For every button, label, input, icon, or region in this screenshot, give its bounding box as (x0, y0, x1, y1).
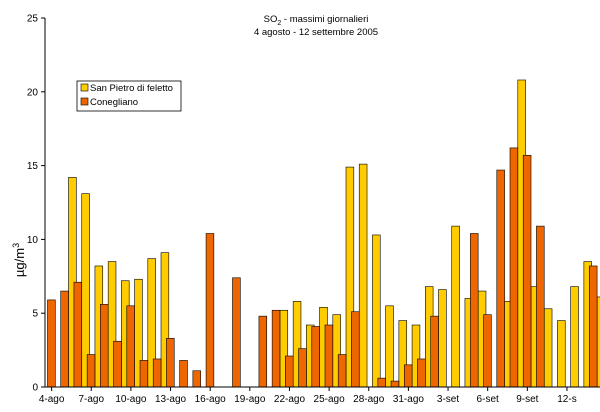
bar-conegliano-29 (430, 315, 439, 388)
bar-conegliano-12 (205, 233, 215, 388)
bar-san-pietro-38 (557, 320, 566, 388)
bar-conegliano-22 (337, 354, 347, 388)
bar-san-pietro-25 (385, 305, 394, 388)
bar-san-pietro-29 (438, 289, 447, 388)
x-tick-label-0: 4-ago (39, 394, 65, 405)
legend-label-san-pietro: San Pietro di feletto (90, 83, 173, 94)
x-tick-label-12: 9-set (516, 394, 538, 405)
bar-san-pietro-23 (358, 163, 368, 388)
bar-conegliano-4 (100, 304, 109, 388)
bar-conegliano-27 (403, 364, 413, 388)
x-tick-label-9: 31-ago (393, 394, 425, 405)
bars-group (47, 79, 600, 388)
x-tick-label-6: 22-ago (274, 394, 306, 405)
bar-conegliano-25 (377, 377, 386, 388)
bar-conegliano-28 (417, 358, 426, 388)
axes-group (44, 18, 600, 388)
bar-conegliano-34 (496, 169, 505, 388)
y-tick-label-5: 5 (32, 309, 38, 320)
y-tick-label-10: 10 (27, 235, 39, 246)
legend-swatch-conegliano (80, 97, 89, 106)
x-tick-label-5: 19-ago (234, 394, 266, 405)
y-tick-label-0: 0 (32, 383, 38, 394)
chart-title-line1: SO2 - massimi giornalieri (264, 14, 369, 27)
bar-conegliano-0 (47, 299, 56, 388)
bar-conegliano-23 (351, 311, 360, 388)
bar-conegliano-16 (258, 315, 268, 388)
bar-conegliano-11 (192, 370, 201, 388)
chart-title-line2: 4 agosto - 12 settembre 2005 (254, 27, 378, 38)
bar-conegliano-18 (285, 355, 294, 388)
bar-conegliano-10 (179, 360, 188, 388)
bar-conegliano-20 (311, 326, 320, 388)
bar-conegliano-36 (522, 154, 532, 388)
ticks-group: 0 5 10 15 20 25 4-ago 7-ago 10-ago 13-ago 16-ago 19… (27, 14, 577, 406)
bar-conegliano-14 (232, 277, 241, 388)
x-tick-label-3: 13-ago (155, 394, 187, 405)
legend-label-conegliano: Conegliano (90, 97, 138, 108)
bar-san-pietro-39 (570, 286, 579, 388)
bar-conegliano-21 (324, 324, 334, 388)
x-tick-label-4: 16-ago (195, 394, 227, 405)
legend-box (76, 80, 182, 112)
x-tick-label-10: 3-set (437, 394, 459, 405)
bar-conegliano-3 (86, 354, 96, 388)
bar-conegliano-41 (588, 265, 598, 388)
y-axis-label: µg/m3 (11, 243, 27, 277)
bar-conegliano-26 (390, 380, 400, 388)
bar-conegliano-33 (483, 314, 492, 388)
y-tick-label-25: 25 (27, 14, 39, 25)
bar-conegliano-6 (126, 305, 135, 388)
y-tick-label-20: 20 (27, 87, 39, 98)
x-tick-label-8: 28-ago (353, 394, 385, 405)
bar-conegliano-7 (139, 360, 149, 388)
bar-san-pietro-30 (451, 225, 460, 388)
bar-conegliano-17 (271, 309, 281, 388)
bar-conegliano-8 (152, 358, 162, 388)
chart-title: SO2 - massimi giornalieri 4 agosto - 12 … (254, 14, 378, 38)
legend-swatch-san-pietro (80, 83, 89, 92)
x-tick-label-1: 7-ago (78, 394, 104, 405)
bar-conegliano-9 (166, 337, 175, 388)
bar-san-pietro-37 (543, 308, 553, 388)
bar-conegliano-32 (470, 233, 479, 388)
x-tick-label-7: 25-ago (314, 394, 346, 405)
bar-conegliano-5 (113, 340, 122, 388)
x-tick-label-11: 6-set (477, 394, 499, 405)
bar-conegliano-35 (509, 147, 519, 388)
bar-conegliano-37 (536, 225, 545, 388)
legend: San Pietro di feletto Conegliano (76, 80, 182, 112)
y-tick-label-15: 15 (27, 161, 39, 172)
bar-conegliano-2 (73, 281, 83, 388)
x-tick-label-13: 12-s (557, 394, 576, 405)
x-tick-label-2: 10-ago (115, 394, 147, 405)
bar-san-pietro-24 (372, 234, 381, 388)
bar-conegliano-1 (60, 290, 69, 388)
bar-conegliano-19 (298, 348, 307, 388)
